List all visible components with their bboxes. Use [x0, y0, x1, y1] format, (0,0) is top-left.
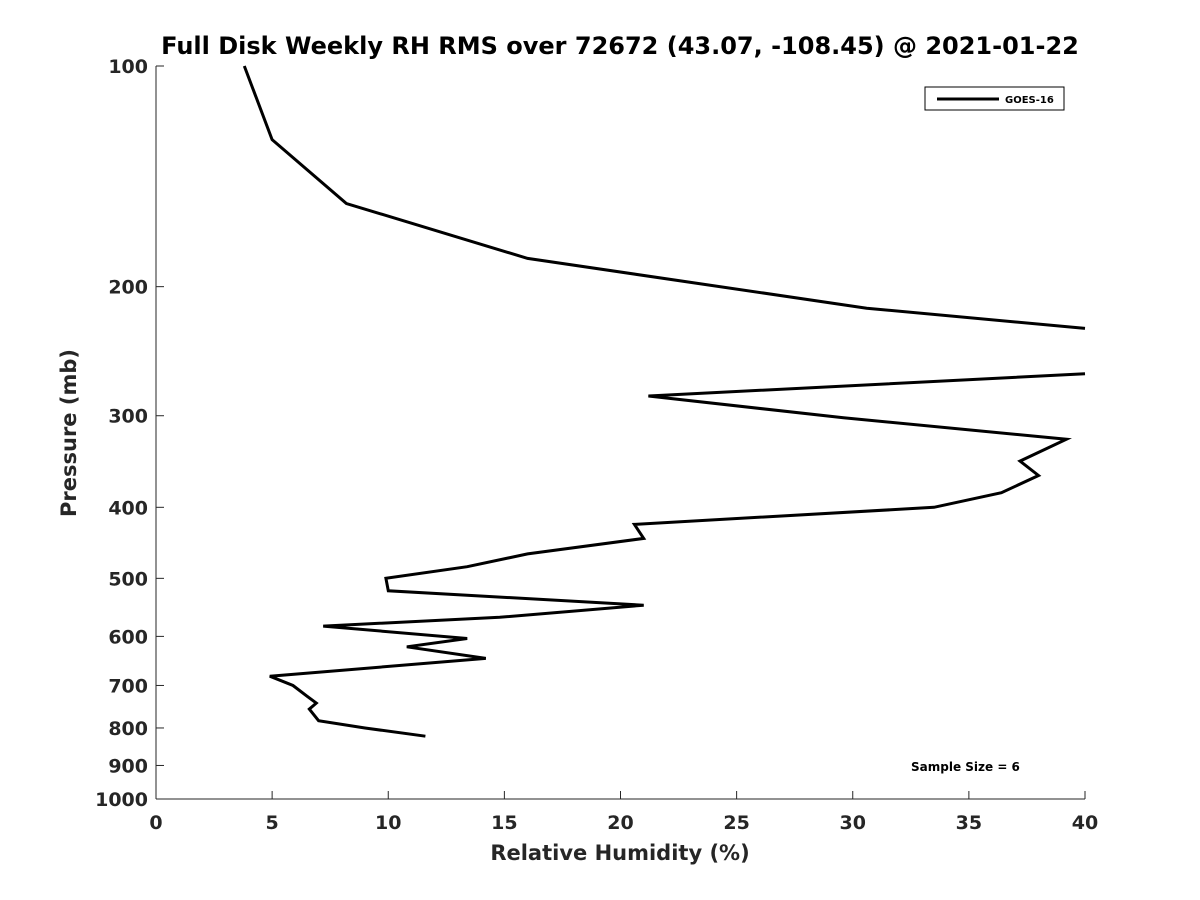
x-tick-label: 30 — [840, 812, 866, 834]
x-tick-label: 10 — [375, 812, 401, 834]
legend: GOES-16 — [924, 86, 1065, 111]
y-tick-label: 400 — [108, 497, 148, 519]
legend-label: GOES-16 — [1005, 95, 1054, 106]
x-tick-label: 0 — [149, 812, 162, 834]
y-tick-label: 600 — [108, 626, 148, 648]
series-line-goes-16 — [242, 65, 1086, 738]
x-tick-label: 20 — [607, 812, 633, 834]
y-tick-label: 1000 — [95, 789, 148, 811]
y-tick-label: 900 — [108, 755, 148, 777]
x-tick-label: 40 — [1072, 812, 1098, 834]
y-tick-label: 200 — [108, 277, 148, 299]
x-ticks: 0 5 10 15 20 25 30 35 40 — [149, 791, 1098, 834]
y-tick-label: 500 — [108, 568, 148, 590]
x-axis-label: Relative Humidity (%) — [490, 841, 749, 865]
x-tick-label: 25 — [723, 812, 749, 834]
x-tick-label: 15 — [491, 812, 517, 834]
sample-size-annotation: Sample Size = 6 — [911, 760, 1020, 774]
x-tick-label: 5 — [266, 812, 279, 834]
y-ticks: 100 200 300 400 500 600 700 800 900 1000 — [95, 56, 164, 811]
y-tick-label: 700 — [108, 675, 148, 697]
y-tick-label: 800 — [108, 718, 148, 740]
y-tick-label: 300 — [108, 406, 148, 428]
x-tick-label: 35 — [956, 812, 982, 834]
y-axis-label: Pressure (mb) — [57, 349, 81, 517]
chart-title: Full Disk Weekly RH RMS over 72672 (43.0… — [161, 32, 1079, 60]
y-tick-label: 100 — [108, 56, 148, 78]
